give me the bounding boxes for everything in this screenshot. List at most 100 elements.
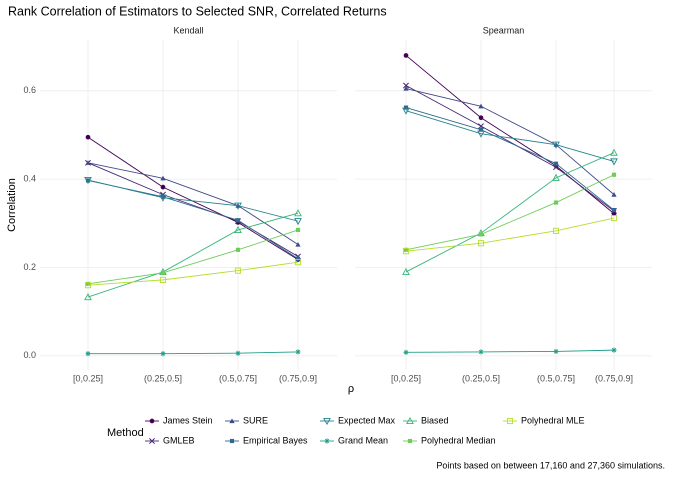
facet-label: Kendall [173, 25, 203, 35]
x-tick-label: (0.5,0.75] [537, 373, 575, 383]
x-tick-label: (0.5,0.75] [219, 373, 257, 383]
point [402, 107, 410, 115]
point [403, 105, 409, 110]
point [235, 350, 241, 356]
point [477, 240, 485, 247]
series-line [87, 162, 299, 257]
point [85, 281, 91, 286]
legend-title: Method [107, 427, 144, 439]
point [403, 53, 409, 58]
y-tick-label: 0.0 [23, 350, 36, 360]
point [403, 85, 409, 91]
x-tick-label: (0.75,0.9] [279, 373, 317, 383]
point [406, 416, 414, 425]
series-line [87, 162, 299, 245]
point [402, 248, 410, 255]
point [149, 438, 155, 444]
point [552, 173, 560, 181]
point [294, 218, 302, 226]
legend-label: Expected Max [338, 415, 396, 425]
point [403, 247, 409, 252]
point [323, 417, 331, 426]
series-line [405, 107, 615, 211]
point [506, 417, 514, 425]
point [160, 270, 166, 275]
point [84, 176, 92, 185]
point [234, 225, 242, 234]
point [85, 134, 91, 140]
point [159, 276, 167, 283]
point [149, 418, 155, 424]
point [84, 293, 92, 301]
point [85, 160, 91, 165]
chart-title: Rank Correlation of Estimators to Select… [8, 4, 387, 18]
series-line [405, 174, 615, 251]
series-line [405, 88, 615, 195]
point [611, 172, 617, 177]
series-line [87, 212, 299, 298]
point [553, 348, 559, 355]
x-tick-label: (0.25,0.5] [144, 373, 182, 383]
point [234, 202, 242, 210]
caption: Points based on between 17,160 and 27,36… [436, 460, 665, 470]
series-line [405, 85, 615, 212]
point [160, 194, 166, 199]
point [610, 148, 618, 156]
point [229, 438, 235, 444]
point [478, 232, 484, 237]
point [610, 214, 618, 222]
point [295, 227, 301, 233]
point [403, 349, 409, 355]
x-axis-label: ρ [348, 383, 354, 395]
point [85, 351, 91, 357]
point [478, 115, 484, 121]
point [478, 127, 484, 132]
point [407, 438, 413, 444]
point [160, 184, 166, 190]
point [402, 267, 410, 275]
series-line [405, 110, 615, 162]
legend-label: Polyhedral Median [421, 435, 496, 445]
legend-label: Grand Mean [338, 435, 388, 445]
point [159, 194, 167, 202]
facet-label: Spearman [483, 25, 525, 35]
x-tick-label: [0,0.25] [391, 373, 421, 383]
legend-label: Empirical Bayes [243, 435, 308, 445]
series-line [405, 55, 615, 214]
x-tick-label: (0.25,0.5] [462, 373, 500, 383]
point [552, 227, 560, 234]
point [160, 351, 166, 357]
point [295, 241, 301, 247]
x-tick-label: [0,0.25] [73, 373, 103, 383]
point [235, 218, 241, 223]
point [478, 103, 484, 109]
point [235, 247, 241, 252]
point [477, 130, 485, 138]
point [295, 349, 301, 355]
y-tick-label: 0.6 [23, 85, 36, 95]
point [553, 161, 559, 166]
x-tick-label: (0.75,0.9] [595, 373, 633, 383]
point [294, 259, 302, 266]
legend-label: Biased [421, 415, 449, 425]
point [403, 82, 409, 89]
point [234, 267, 242, 274]
series-line [87, 229, 299, 285]
point [611, 347, 617, 353]
point [610, 158, 618, 166]
y-axis-label: Correlation [6, 178, 18, 232]
legend-label: SURE [243, 415, 268, 425]
point [84, 282, 92, 289]
legend-label: Polyhedral MLE [521, 415, 585, 425]
legend-label: James Stein [163, 415, 213, 425]
point [611, 208, 617, 213]
point [160, 175, 166, 181]
point [478, 349, 484, 355]
point [295, 256, 301, 261]
series-line [405, 152, 615, 273]
y-tick-label: 0.4 [23, 174, 36, 184]
series-line [405, 349, 615, 353]
series-line [405, 217, 615, 252]
series-line [87, 179, 299, 222]
series-line [87, 180, 299, 260]
